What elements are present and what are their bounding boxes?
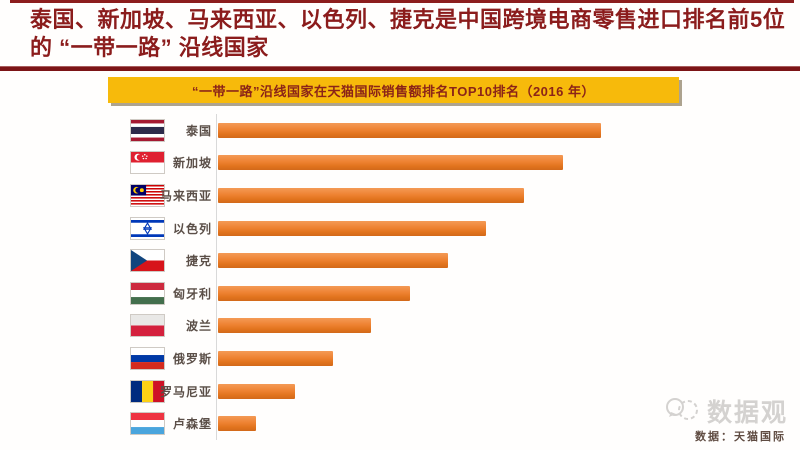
country-label: 泰国 bbox=[185, 123, 212, 138]
country-label: 马来西亚 bbox=[160, 188, 213, 203]
chart-title: “一带一路”沿线国家在天猫国际销售额排名TOP10排名（2016 年） bbox=[192, 83, 595, 99]
chart-row: 俄罗斯 bbox=[0, 342, 800, 375]
country-label: 捷克 bbox=[185, 254, 212, 269]
flag-malaysia-icon bbox=[130, 183, 165, 207]
page-title: 泰国、新加坡、马来西亚、以色列、捷克是中国跨境电商零售进口排名前5位的 “一带一… bbox=[30, 7, 786, 60]
chart-row: 卢森堡 bbox=[0, 407, 800, 440]
country-label: 以色列 bbox=[172, 221, 212, 236]
bar-thailand bbox=[218, 122, 601, 138]
watermark-label: 数据观 bbox=[706, 399, 788, 427]
datao-logo-icon bbox=[664, 395, 702, 428]
bar-malaysia bbox=[218, 187, 525, 203]
bar-hungary bbox=[218, 285, 410, 301]
flag-czech-icon bbox=[130, 249, 165, 273]
chart-row: 马来西亚 bbox=[0, 179, 800, 212]
flag-russia-icon bbox=[130, 346, 165, 370]
bar-czech bbox=[218, 253, 448, 269]
bar-russia bbox=[218, 350, 333, 366]
country-label: 罗马尼亚 bbox=[160, 384, 213, 399]
chart-title-banner: “一带一路”沿线国家在天猫国际销售额排名TOP10排名（2016 年） bbox=[108, 77, 679, 103]
flag-thailand-icon bbox=[130, 118, 165, 142]
flag-israel-icon bbox=[130, 216, 165, 240]
country-label: 波兰 bbox=[185, 319, 212, 334]
country-label: 新加坡 bbox=[172, 156, 212, 171]
y-axis-line bbox=[216, 114, 217, 440]
bar-poland bbox=[218, 318, 372, 334]
bar-singapore bbox=[218, 155, 563, 171]
watermark: 数据观 bbox=[664, 393, 788, 429]
chart-row: 捷克 bbox=[0, 244, 800, 277]
chart-row: 罗马尼亚 bbox=[0, 375, 800, 408]
bar-romania bbox=[218, 383, 295, 399]
title-divider bbox=[0, 66, 800, 71]
chart-row: 新加坡 bbox=[0, 147, 800, 180]
flag-romania-icon bbox=[130, 379, 165, 403]
bar-luxembourg bbox=[218, 416, 257, 432]
data-source: 数据：天猫国际 bbox=[695, 431, 786, 443]
flag-hungary-icon bbox=[130, 281, 165, 305]
country-label: 俄罗斯 bbox=[172, 351, 212, 366]
flag-poland-icon bbox=[130, 314, 165, 338]
bar-israel bbox=[218, 220, 487, 236]
bar-chart: 泰国 新加坡 马来西亚 以色列 捷克 匈牙利波兰 俄罗斯 罗马尼亚 卢森堡 bbox=[0, 114, 800, 440]
chart-row: 匈牙利 bbox=[0, 277, 800, 310]
chart-row: 波兰 bbox=[0, 310, 800, 343]
flag-singapore-icon bbox=[130, 151, 165, 175]
top-border-line bbox=[10, 0, 794, 3]
chart-row: 泰国 bbox=[0, 114, 800, 147]
country-label: 卢森堡 bbox=[172, 417, 212, 432]
chart-row: 以色列 bbox=[0, 212, 800, 245]
country-label: 匈牙利 bbox=[172, 286, 212, 301]
flag-luxembourg-icon bbox=[130, 412, 165, 436]
